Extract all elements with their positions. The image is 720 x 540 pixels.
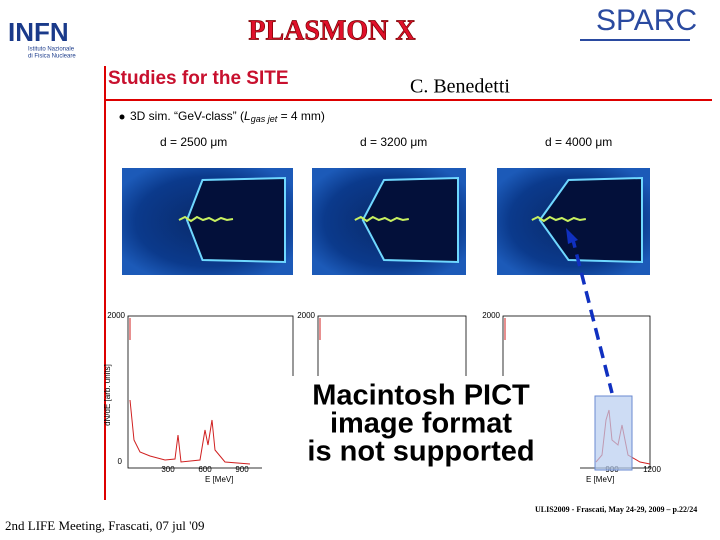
logo-text: SPARC [596, 4, 697, 37]
x-tick-label: 900 [235, 465, 249, 474]
placeholder-text: image format [330, 408, 512, 440]
sim-bubble [538, 176, 643, 264]
panel-label: d = 2500 μm [160, 135, 227, 149]
bullet-dot [119, 114, 125, 120]
sim-bubble [185, 176, 286, 264]
bullet-rest: = 4 mm) [277, 109, 325, 123]
infn-logo: INFN Istituto Nazionale di Fisica Nuclea… [8, 17, 76, 60]
sim-beam [531, 215, 587, 223]
bullet-var: L [244, 109, 251, 123]
arrow [570, 235, 614, 394]
logo-text: INFN [8, 17, 69, 47]
sim-beam [354, 215, 409, 223]
header-title: PLASMON X [248, 15, 415, 46]
bullet: 3D sim. “GeV-class” (Lgas jet = 4 mm) [130, 109, 325, 124]
highlight-box [594, 395, 633, 471]
panel-label: d = 4000 μm [545, 135, 612, 149]
x-label: E [MeV] [205, 475, 233, 484]
placeholder-text: Macintosh PICT [312, 380, 530, 412]
arrow-head [566, 228, 578, 244]
x-tick-label: 300 [161, 465, 175, 474]
author: C. Benedetti [410, 76, 510, 98]
logo-sub: di Fisica Nucleare [28, 54, 76, 60]
y-tick-label: 2000 [297, 311, 315, 320]
x-tick-label: 1200 [643, 465, 661, 474]
bullet-sub: gas jet [251, 114, 278, 124]
y-tick-label: 2000 [107, 311, 125, 320]
x-tick-label: 600 [198, 465, 212, 474]
y-tick-label: 0 [118, 457, 123, 466]
footer: 2nd LIFE Meeting, Frascati, 07 jul '09 [5, 518, 204, 533]
y-tick-label: 2000 [482, 311, 500, 320]
placeholder-box [262, 376, 580, 471]
sim-bubble [361, 176, 459, 264]
x-label: E [MeV] [586, 475, 614, 484]
panel-label: d = 3200 μm [360, 135, 427, 149]
bullet-text: 3D sim. “GeV-class” ( [130, 109, 244, 123]
y-label: dN/dE [arb. units] [103, 364, 112, 426]
spectrum [129, 399, 251, 465]
sim-beam [178, 215, 234, 223]
logo-sub: Istituto Nazionale [28, 47, 75, 53]
sparc-logo: SPARC [580, 4, 697, 41]
citation: ULIS2009 - Frascati, May 24-29, 2009 – p… [535, 505, 697, 514]
slide-title: Studies for the SITE [108, 68, 289, 89]
placeholder-text: is not supported [307, 436, 534, 468]
